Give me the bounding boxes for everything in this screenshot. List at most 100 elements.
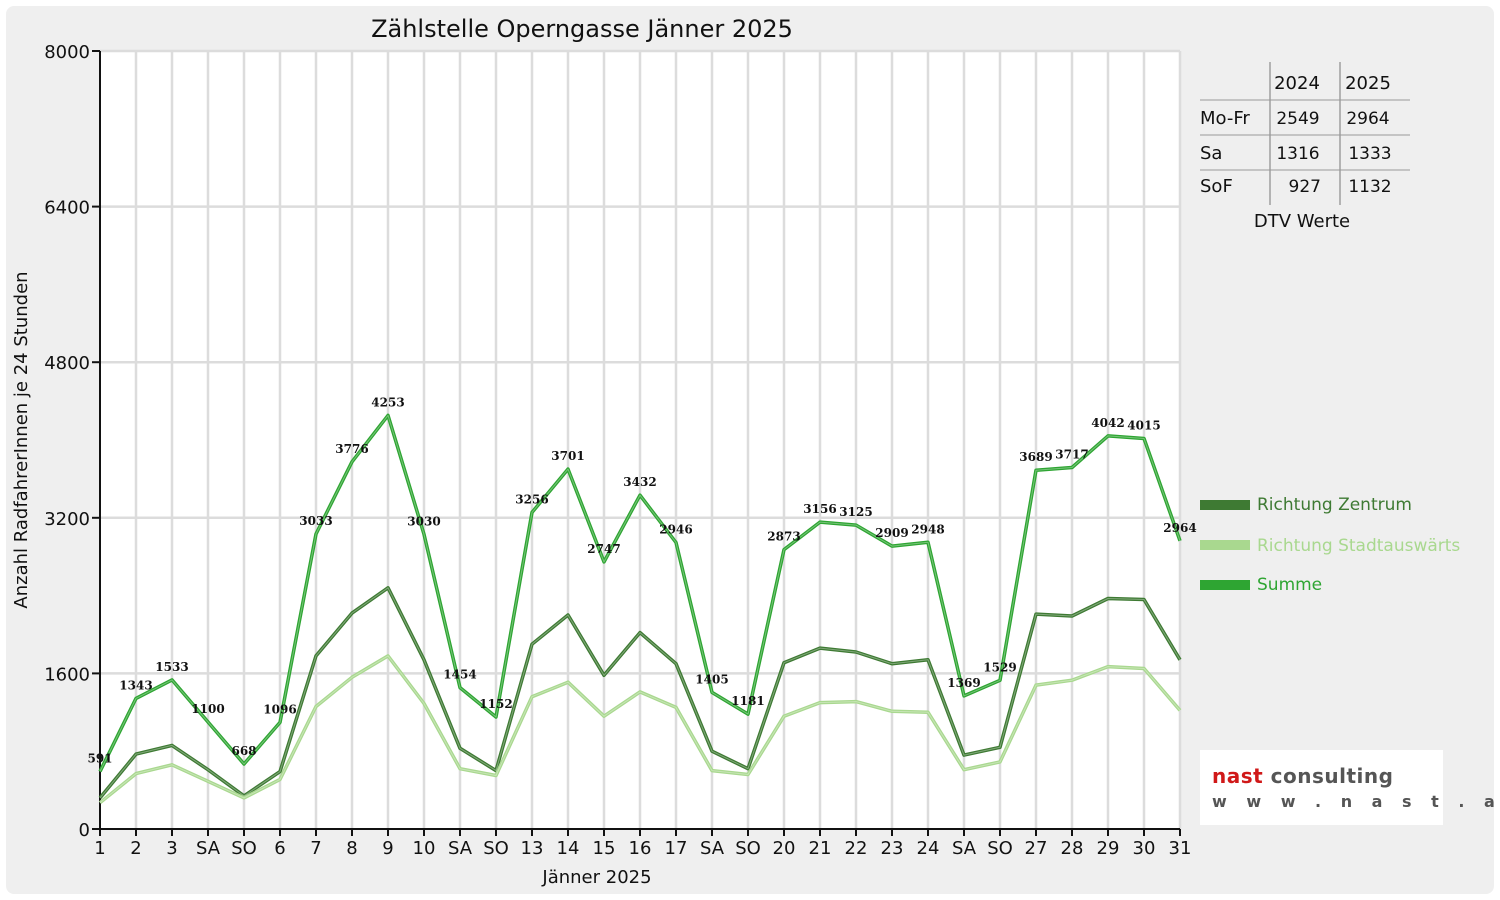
data-label-30: 2964 — [1163, 521, 1196, 535]
x-tick-label-9: 10 — [413, 838, 436, 859]
x-tick-label-3: SA — [196, 838, 221, 859]
dtv-mofr-2025: 2964 — [1346, 109, 1389, 129]
data-label-14: 2747 — [587, 542, 620, 556]
x-tick-label-8: 9 — [382, 838, 393, 859]
data-label-28: 4042 — [1091, 416, 1124, 430]
dtv-row-label-sa: Sa — [1200, 143, 1222, 164]
legend-label-stadtauswaerts: Richtung Stadtauswärts — [1257, 536, 1460, 556]
y-tick-label-3: 4800 — [44, 353, 90, 374]
series-line-1 — [98, 654, 1182, 805]
x-tick-label-16: 17 — [665, 838, 688, 859]
data-label-2: 1533 — [155, 660, 188, 674]
x-axis-label: Jänner 2025 — [541, 867, 651, 888]
legend-swatch-stadtauswaerts — [1200, 540, 1250, 550]
y-tick-label-0: 0 — [79, 820, 90, 841]
y-tick-label-2: 3200 — [44, 509, 90, 530]
x-tick-label-7: 8 — [346, 838, 357, 859]
x-tick-label-28: 29 — [1097, 838, 1120, 859]
x-tick-label-17: SA — [700, 838, 725, 859]
data-label-0: 591 — [87, 752, 112, 766]
data-label-23: 2948 — [911, 522, 944, 536]
dtv-sof-2025: 1132 — [1348, 177, 1391, 197]
data-label-11: 1152 — [479, 697, 512, 711]
y-axis-label: Anzahl RadfahrerInnen je 24 Stunden — [11, 271, 32, 608]
x-tick-label-18: SO — [735, 838, 761, 859]
data-label-21: 3125 — [839, 505, 872, 519]
legend-swatch-zentrum — [1200, 500, 1250, 510]
x-tick-label-6: 7 — [310, 838, 321, 859]
x-tick-label-19: 20 — [773, 838, 796, 859]
legend-item-summe: Summe — [1200, 575, 1322, 595]
x-tick-label-4: SO — [231, 838, 257, 859]
data-label-25: 1529 — [983, 660, 1016, 674]
data-label-16: 2946 — [659, 523, 692, 537]
logo-brand-a: nast — [1212, 764, 1264, 788]
x-tick-label-11: SO — [483, 838, 509, 859]
series-line-highlight-0 — [99, 587, 1181, 799]
dtv-caption: DTV Werte — [1254, 211, 1350, 232]
x-tick-label-1: 2 — [130, 838, 141, 859]
x-tick-label-10: SA — [448, 838, 473, 859]
data-label-3: 1100 — [191, 702, 224, 716]
x-tick-label-29: 30 — [1133, 838, 1156, 859]
chart-title: Zählstelle Operngasse Jänner 2025 — [371, 15, 793, 43]
x-tick-label-20: 21 — [809, 838, 832, 859]
data-label-26: 3689 — [1019, 450, 1052, 464]
legend: Richtung Zentrum Richtung Stadtauswärts … — [1200, 495, 1460, 595]
x-tick-label-22: 23 — [881, 838, 904, 859]
legend-item-zentrum: Richtung Zentrum — [1200, 495, 1412, 515]
data-label-19: 2873 — [767, 530, 800, 544]
legend-item-stadtauswaerts: Richtung Stadtauswärts — [1200, 536, 1460, 556]
nast-consulting-logo: nast consulting w w w . n a s t . a t — [1200, 750, 1500, 825]
data-label-17: 1405 — [695, 672, 728, 686]
data-label-7: 3776 — [335, 442, 368, 456]
logo-url: w w w . n a s t . a t — [1212, 792, 1500, 811]
x-tick-label-30: 31 — [1169, 838, 1192, 859]
x-tick-label-25: SO — [987, 838, 1013, 859]
dtv-row-label-mofr: Mo-Fr — [1200, 108, 1250, 129]
data-label-20: 3156 — [803, 502, 836, 516]
x-tick-label-24: SA — [952, 838, 977, 859]
data-label-18: 1181 — [731, 694, 764, 708]
data-label-13: 3701 — [551, 449, 584, 463]
data-label-9: 3030 — [407, 514, 440, 528]
dtv-sa-2024: 1316 — [1276, 144, 1319, 164]
series-lines — [98, 413, 1182, 805]
data-label-12: 3256 — [515, 492, 548, 506]
data-label-24: 1369 — [947, 676, 980, 690]
data-label-29: 4015 — [1127, 419, 1160, 433]
dtv-header-2025: 2025 — [1345, 73, 1391, 94]
series-line-highlight-2 — [99, 414, 1181, 772]
data-label-1: 1343 — [119, 678, 152, 692]
x-tick-label-0: 1 — [94, 838, 105, 859]
dtv-sof-2024: 927 — [1289, 177, 1321, 197]
series-line-2 — [98, 413, 1182, 773]
x-tick-label-26: 27 — [1025, 838, 1048, 859]
x-tick-label-5: 6 — [274, 838, 285, 859]
x-tick-label-12: 13 — [521, 838, 544, 859]
y-tick-label-1: 1600 — [44, 664, 90, 685]
x-tick-label-2: 3 — [166, 838, 177, 859]
dtv-sa-2025: 1333 — [1348, 144, 1391, 164]
logo-wordmark: nast consulting — [1212, 764, 1393, 788]
data-label-27: 3717 — [1055, 448, 1088, 462]
dtv-mofr-2024: 2549 — [1276, 109, 1319, 129]
dtv-row-label-sof: SoF — [1200, 176, 1233, 197]
data-label-15: 3432 — [623, 475, 656, 489]
data-label-22: 2909 — [875, 526, 908, 540]
series-line-0 — [98, 586, 1182, 800]
dtv-table: 2024 2025 Mo-Fr 2549 2964 Sa 1316 1333 S… — [1200, 62, 1410, 232]
series-line-highlight-1 — [99, 655, 1181, 804]
data-label-8: 4253 — [371, 395, 404, 409]
data-label-5: 1096 — [263, 702, 296, 716]
data-label-4: 668 — [231, 744, 256, 758]
grid — [100, 49, 1182, 829]
data-label-6: 3033 — [299, 514, 332, 528]
legend-label-zentrum: Richtung Zentrum — [1257, 495, 1412, 515]
dtv-header-2024: 2024 — [1274, 73, 1320, 94]
x-tick-label-13: 14 — [557, 838, 580, 859]
x-tick-label-14: 15 — [593, 838, 616, 859]
x-tick-label-27: 28 — [1061, 838, 1084, 859]
